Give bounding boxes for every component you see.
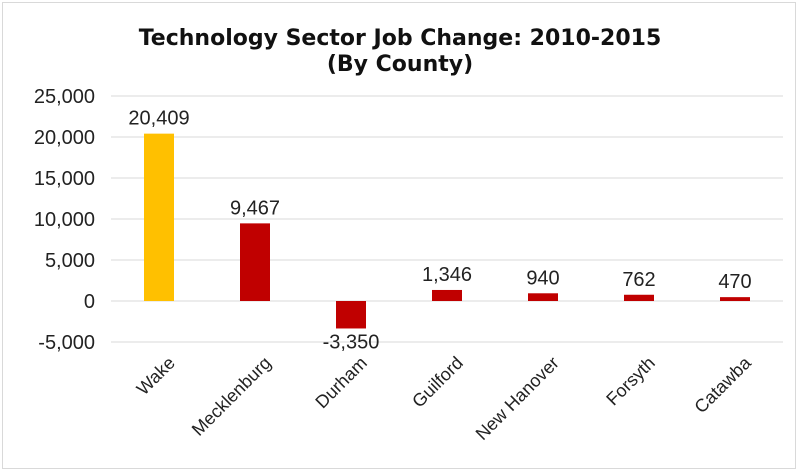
data-labels: 20,409 9,467 -3,350 1,346 940 762 470 (128, 108, 751, 354)
bar (528, 293, 558, 301)
data-label: -3,350 (323, 331, 380, 353)
data-label: 762 (622, 269, 655, 291)
category-label: Catawba (690, 352, 755, 417)
data-label: 470 (718, 271, 751, 293)
bar (432, 289, 462, 301)
y-tick-label: 5,000 (45, 250, 95, 272)
data-label: 20,409 (128, 108, 189, 130)
bars (144, 133, 750, 329)
category-label: Durham (311, 353, 370, 412)
y-tick-label: -5,000 (38, 332, 95, 354)
bar (336, 301, 366, 329)
y-tick-label: 15,000 (34, 168, 95, 190)
chart-title: Technology Sector Job Change: 2010-2015 (139, 26, 662, 51)
data-label: 9,467 (230, 197, 280, 219)
category-label: New Hanover (472, 353, 563, 444)
y-tick-label: 0 (84, 291, 95, 313)
y-tick-label: 10,000 (34, 209, 95, 231)
category-label: Mecklenburg (188, 353, 275, 440)
category-label: Wake (133, 353, 179, 399)
category-label: Guilford (408, 353, 467, 412)
bar (720, 297, 750, 301)
data-label: 940 (526, 267, 559, 289)
x-axis-categories: Wake Mecklenburg Durham Guilford New Hanover… (133, 352, 756, 444)
bar (240, 223, 270, 301)
y-tick-label: 25,000 (34, 86, 95, 108)
bar (144, 133, 174, 301)
chart-subtitle: (By County) (327, 52, 473, 77)
y-axis-ticks: 25,000 20,000 15,000 10,000 5,000 0 -5,000 (34, 86, 95, 354)
category-label: Forsyth (602, 353, 659, 410)
chart-frame: Technology Sector Job Change: 2010-2015 … (2, 2, 796, 469)
data-label: 1,346 (422, 264, 472, 286)
bar-chart: Technology Sector Job Change: 2010-2015 … (34, 26, 783, 444)
gridlines (111, 95, 783, 343)
bar (624, 294, 654, 301)
y-tick-label: 20,000 (34, 127, 95, 149)
